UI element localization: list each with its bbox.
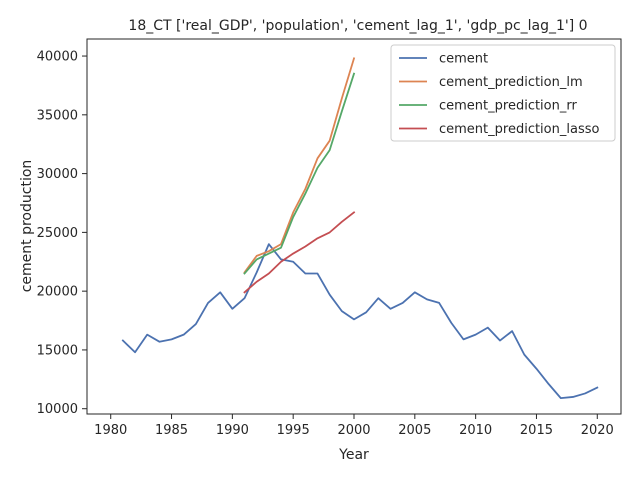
legend-entry: cement_prediction_rr: [439, 99, 577, 114]
x-tick-label: 2015: [520, 423, 553, 438]
x-tick-label: 1990: [216, 423, 249, 438]
plot-area-frame: [86, 38, 622, 415]
y-tick-label: 30000: [37, 167, 78, 182]
x-axis-label: Year: [338, 447, 369, 463]
legend-entry: cement_prediction_lm: [439, 75, 583, 90]
x-tick-label: 1980: [94, 423, 127, 438]
x-tick-label: 2000: [337, 423, 370, 438]
y-tick-label: 35000: [37, 108, 78, 123]
x-tick-label: 1985: [155, 423, 188, 438]
y-tick-label: 15000: [37, 343, 78, 358]
y-tick-label: 20000: [37, 285, 78, 300]
y-tick-label: 25000: [37, 226, 78, 241]
series-layer: [121, 57, 599, 400]
series-line-cement-prediction-lm: [243, 57, 356, 274]
y-tick-label: 40000: [37, 50, 78, 65]
x-tick-label: 2020: [581, 423, 614, 438]
y-axis-label: cement production: [19, 160, 35, 293]
y-tick-label: 10000: [37, 402, 78, 417]
x-axis: 1980 1985 1990 1995 2000 2005 2010 2015 2020: [94, 414, 614, 438]
series-line-cement: [121, 243, 599, 400]
y-axis: 10000 15000 20000 25000 30000 35000 40000: [37, 50, 87, 417]
legend-box: [390, 44, 616, 142]
x-tick-label: 1995: [277, 423, 310, 438]
legend: cement cement_prediction_lm cement_predict…: [390, 44, 616, 142]
legend-entry: cement_prediction_lasso: [439, 122, 599, 137]
series-line-cement-prediction-rr: [243, 72, 356, 275]
x-tick-label: 2010: [459, 423, 492, 438]
x-tick-label: 2005: [398, 423, 431, 438]
chart-title: 18_CT ['real_GDP', 'population', 'cement…: [128, 18, 587, 34]
legend-entry: cement: [439, 52, 488, 67]
series-line-cement-prediction-lasso: [243, 211, 356, 294]
